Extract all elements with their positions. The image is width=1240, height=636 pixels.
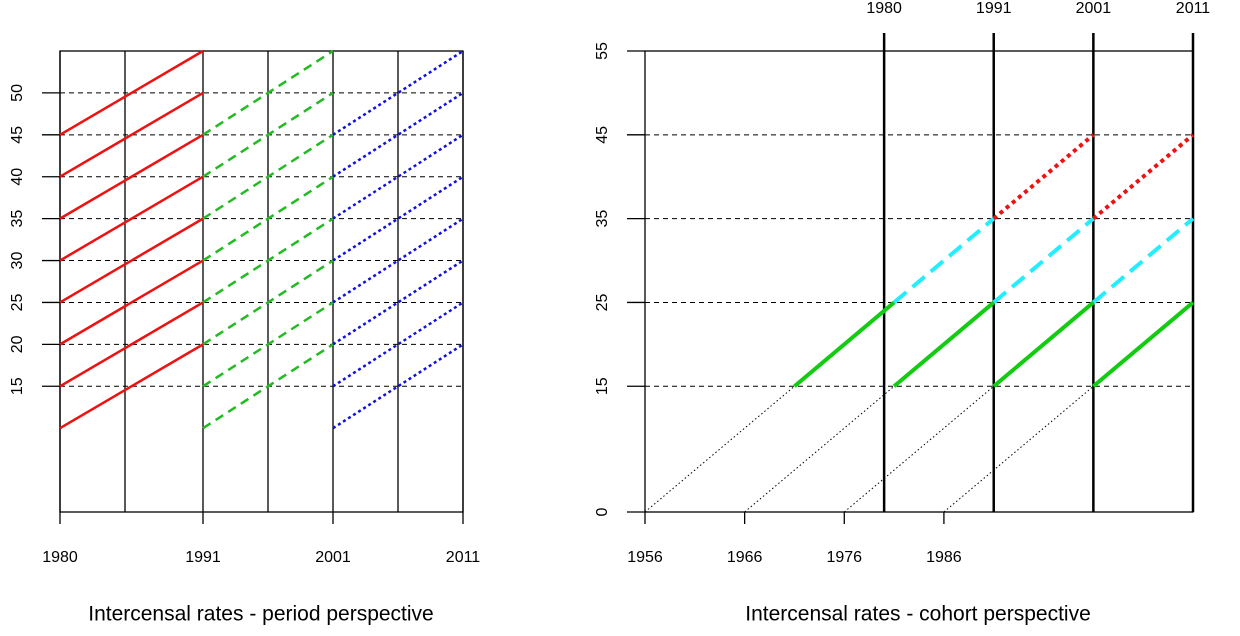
cohort-segment [943,385,1094,513]
y-tick-label: 25 [594,293,611,311]
y-tick-label: 15 [594,377,611,395]
y-tick-label: 25 [9,293,26,311]
rate-segment [332,175,464,262]
y-tick-label: 45 [9,126,26,144]
rate-segment [202,91,334,178]
cohort-segment [1092,217,1195,304]
x-tick-label: 1956 [627,549,663,566]
rate-segment [332,133,464,220]
y-tick-label: 35 [9,210,26,228]
x2-tick-label: 1980 [866,0,902,17]
y-tick-label: 55 [594,42,611,60]
cohort-segment [644,385,795,513]
rate-segment [59,49,204,136]
rate-segment [202,343,334,430]
x-tick-label: 2001 [315,549,351,566]
x-tick-label: 1976 [826,549,862,566]
rate-segment [202,259,334,346]
chart-title: Intercensal rates - period perspective [88,603,434,626]
rate-segment [59,217,204,304]
rate-segment [202,49,334,136]
rate-segment [332,91,464,178]
y-tick-label: 50 [9,84,26,102]
rate-segment [59,259,204,346]
x2-tick-label: 1991 [976,0,1012,17]
cohort-segment [992,300,1095,388]
chart-title: Intercensal rates - cohort perspective [745,603,1091,626]
rate-segment [332,343,464,430]
rate-segment [332,301,464,388]
cohort-segment [744,385,895,513]
rate-segment [332,217,464,304]
cohort-segment [992,217,1095,304]
rate-segment [332,259,464,346]
rate-segment [202,133,334,220]
y-tick-label: 40 [9,168,26,186]
cohort-segment [1092,133,1195,221]
rate-segment [332,49,464,136]
x2-tick-label: 2001 [1076,0,1112,17]
x2-tick-label: 2011 [1176,0,1211,17]
y-tick-label: 20 [9,335,26,353]
y-tick-label: 30 [9,252,26,270]
cohort-segment [892,217,996,304]
rate-segment [59,175,204,262]
cohort-segment [843,385,995,513]
y-tick-label: 35 [594,210,611,228]
cohort-segment [892,300,996,388]
rate-segment [59,343,204,430]
rate-segment [202,217,334,304]
plot-frame [59,50,464,513]
rate-segment [59,301,204,388]
x-tick-label: 1980 [42,549,78,566]
x-tick-label: 1986 [926,549,962,566]
rate-segment [202,301,334,388]
rate-segment [59,91,204,178]
y-tick-label: 45 [594,126,611,144]
x-tick-label: 2011 [446,549,481,566]
x-tick-label: 1991 [185,549,221,566]
cohort-segment [793,300,896,388]
cohort-segment [992,133,1095,221]
y-tick-label: 15 [9,377,26,395]
rate-segment [202,175,334,262]
y-tick-label: 0 [594,507,611,516]
x-tick-label: 1966 [727,549,763,566]
rate-segment [59,133,204,220]
cohort-segment [1092,300,1195,388]
